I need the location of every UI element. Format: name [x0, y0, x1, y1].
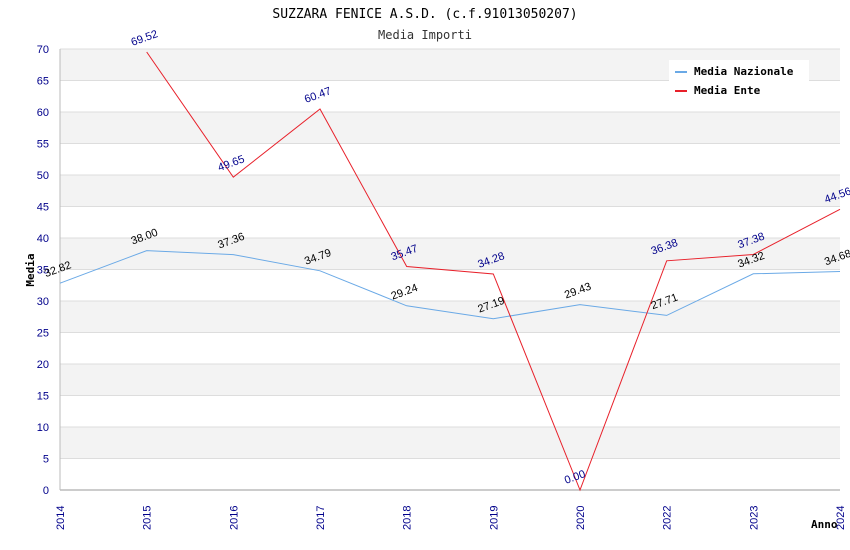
x-tick-label: 2023	[748, 506, 760, 530]
legend-box	[669, 60, 809, 102]
y-tick-label: 65	[37, 76, 49, 88]
data-label-media-nazionale: 29.43	[563, 281, 593, 302]
y-tick-label: 50	[37, 170, 49, 182]
y-tick-label: 20	[37, 359, 49, 371]
y-axis-label: Media	[24, 253, 37, 286]
y-tick-label: 35	[37, 265, 49, 277]
data-label-media-ente: 0.00	[563, 468, 587, 487]
grid-band	[60, 238, 840, 270]
grid-lines	[60, 48, 840, 491]
series-layer	[59, 51, 841, 492]
chart-subtitle: Media Importi	[378, 28, 472, 42]
legend-label-media-ente: Media Ente	[694, 84, 761, 97]
grid-band	[60, 364, 840, 396]
x-tick-label: 2022	[662, 506, 674, 530]
y-tick-label: 5	[43, 454, 49, 466]
grid-bands	[60, 49, 840, 459]
x-tick-label: 2015	[142, 506, 154, 530]
data-label-media-nazionale: 32.82	[43, 259, 73, 280]
legend-label-media-nazionale: Media Nazionale	[694, 65, 794, 78]
chart-title: SUZZARA FENICE A.S.D. (c.f.91013050207)	[272, 7, 577, 22]
y-tick-label: 10	[37, 422, 49, 434]
x-tick-label: 2017	[315, 506, 327, 530]
grid-band	[60, 427, 840, 459]
y-tick-labels: 0 5 10 15 20 25 30 35 40 45 50 55 60 65 70	[37, 44, 49, 497]
y-tick-label: 55	[37, 139, 49, 151]
series-line-media-ente	[146, 51, 841, 492]
series-line-media-nazionale	[59, 250, 841, 320]
data-label-media-nazionale: 29.24	[390, 282, 420, 303]
grid-band	[60, 301, 840, 333]
x-tick-label: 2014	[55, 506, 67, 530]
grid-band	[60, 175, 840, 207]
data-label-media-ente: 60.47	[303, 85, 333, 106]
legend: Media Nazionale Media Ente	[669, 60, 809, 102]
x-axis-label: Anno	[811, 518, 838, 531]
grid-band	[60, 112, 840, 144]
x-tick-label: 2024	[835, 506, 847, 530]
data-label-media-ente: 69.52	[130, 28, 160, 49]
x-tick-label: 2018	[402, 506, 414, 530]
x-tick-label: 2019	[488, 506, 500, 530]
y-tick-label: 60	[37, 107, 49, 119]
y-tick-label: 25	[37, 328, 49, 340]
y-tick-label: 15	[37, 391, 49, 403]
y-tick-label: 0	[43, 485, 49, 497]
y-tick-label: 40	[37, 233, 49, 245]
x-tick-label: 2016	[228, 506, 240, 530]
y-tick-label: 45	[37, 202, 49, 214]
y-tick-label: 70	[37, 44, 49, 56]
y-tick-label: 30	[37, 296, 49, 308]
x-tick-label: 2020	[575, 506, 587, 530]
x-tick-labels: 2014 2015 2016 2017 2018 2019 2020 2022 2023 2024	[55, 506, 847, 530]
